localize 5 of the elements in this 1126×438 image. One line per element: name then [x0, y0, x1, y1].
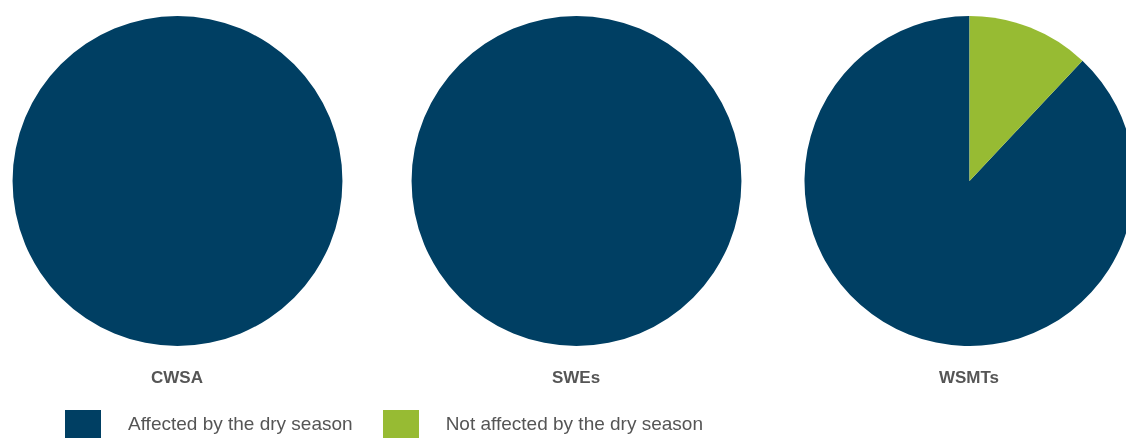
legend-label: Not affected by the dry season: [445, 413, 703, 435]
text: SWEs: [550, 368, 602, 388]
text: WSMTs: [937, 368, 1001, 388]
legend-label: Affected by the dry season: [128, 413, 353, 435]
text: CWSA: [150, 368, 204, 388]
